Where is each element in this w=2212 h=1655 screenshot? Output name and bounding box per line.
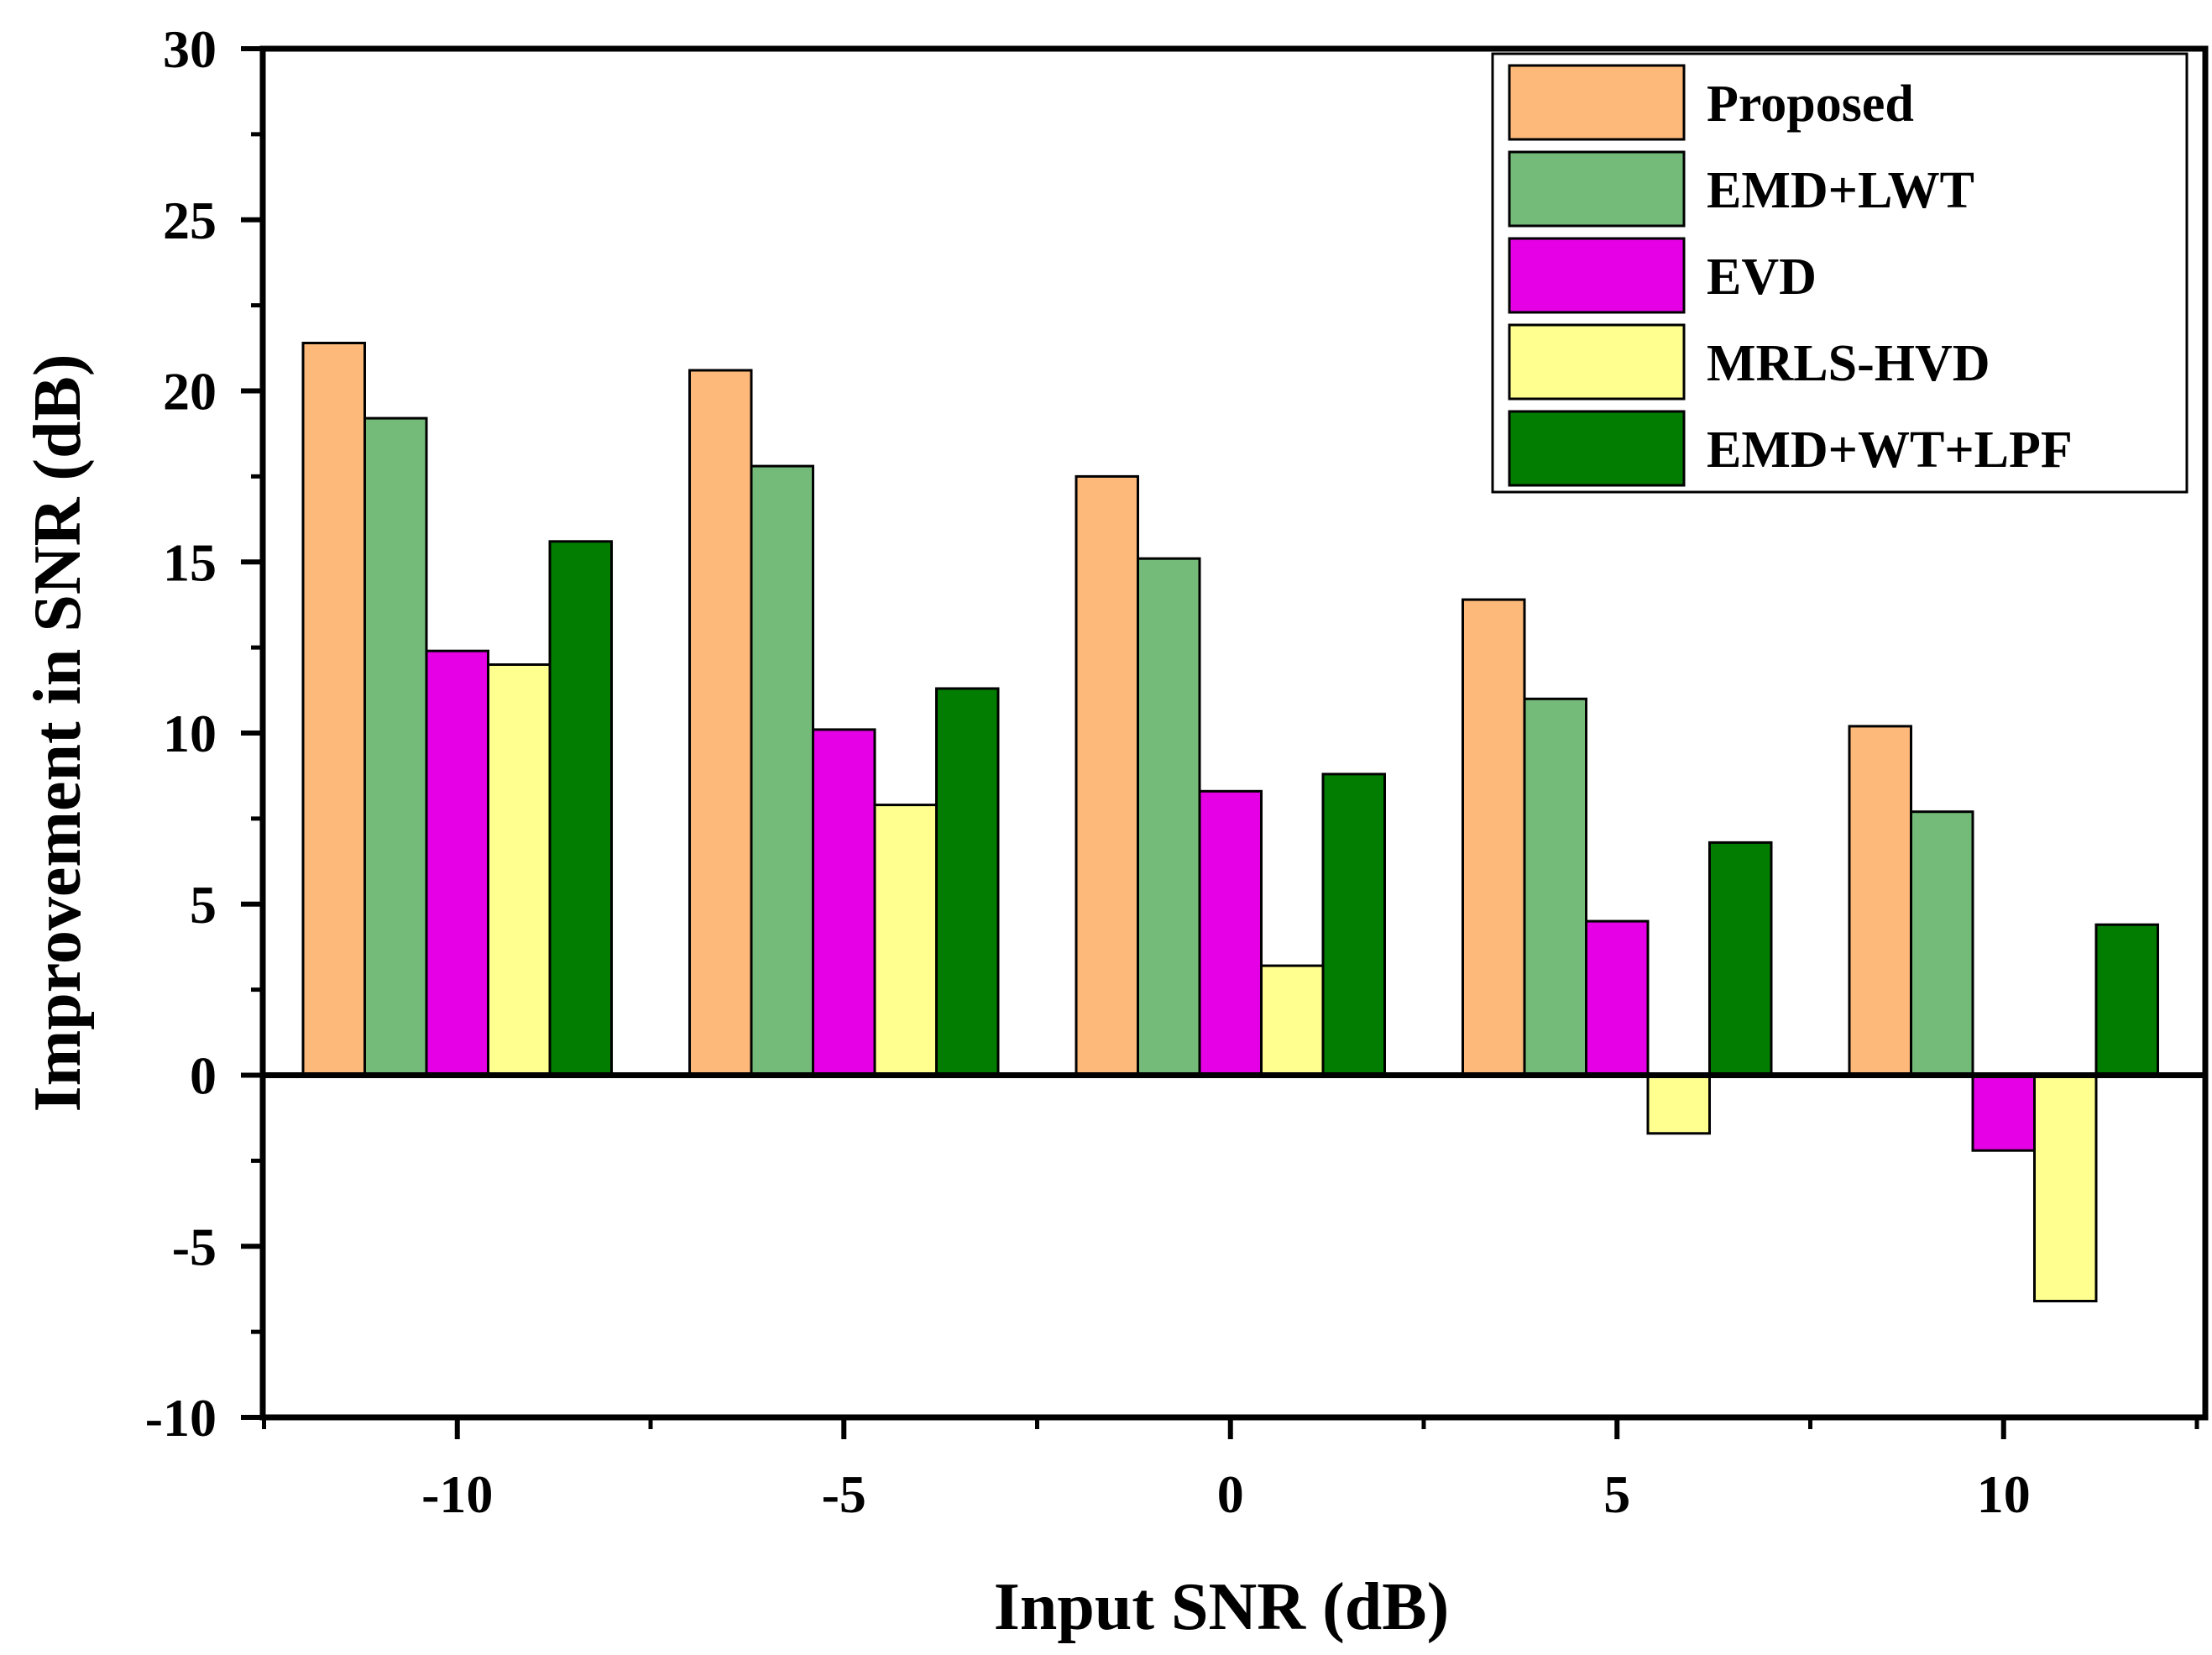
bar-evd-5 (1585, 919, 1650, 1076)
legend: Proposed EMD+LWT EVD MRLS-HVD EMD+WT+LPF (1491, 52, 2188, 494)
bar-emd-lwt-10 (1910, 810, 1974, 1076)
bar-mrls-hvd-10 (2033, 1074, 2098, 1302)
bar-evd-10 (1971, 1074, 2036, 1152)
bar-emd-wt-lpf--10 (548, 540, 613, 1076)
bar-mrls-hvd-5 (1646, 1074, 1711, 1135)
bars-layer (301, 342, 2159, 1302)
bar-proposed--5 (688, 369, 753, 1076)
y-tick-label: 10 (163, 704, 217, 763)
bar-mrls-hvd--10 (487, 663, 552, 1076)
legend-swatch-evd (1508, 237, 1686, 314)
bar-evd--10 (425, 649, 489, 1076)
y-tick-label: 30 (163, 19, 217, 79)
legend-swatch-proposed (1508, 64, 1686, 141)
y-tick-label: 20 (163, 362, 217, 422)
y-tick-label: -10 (145, 1388, 217, 1448)
bar-emd-lwt--10 (363, 416, 428, 1077)
bar-proposed--10 (301, 342, 366, 1076)
bar-emd-wt-lpf-10 (2094, 923, 2159, 1076)
x-tick-label: 0 (1217, 1464, 1244, 1524)
bar-proposed-10 (1848, 725, 1912, 1077)
legend-label-proposed: Proposed (1707, 76, 1914, 133)
y-axis-title: Improvement in SNR (dB) (21, 354, 95, 1112)
x-axis-title: Input SNR (dB) (994, 1570, 1449, 1644)
legend-swatch-mrls-hvd (1508, 323, 1686, 401)
bar-proposed-0 (1075, 474, 1139, 1076)
bar-emd-lwt-0 (1137, 557, 1201, 1076)
y-tick-label: 25 (163, 191, 217, 250)
y-tick-label: 15 (163, 532, 217, 592)
x-tick-label: 10 (1977, 1464, 2031, 1524)
bar-emd-wt-lpf--5 (935, 687, 1000, 1076)
y-axis: 30 25 20 15 10 5 0 -5 -10 (145, 19, 263, 1448)
x-tick-label: 5 (1603, 1464, 1630, 1524)
y-tick-label: 0 (190, 1046, 217, 1106)
legend-label-emd-wt-lpf: EMD+WT+LPF (1707, 422, 2073, 479)
legend-label-mrls-hvd: MRLS-HVD (1707, 335, 1990, 392)
legend-swatch-emd-wt-lpf (1508, 410, 1686, 487)
bar-proposed-5 (1462, 598, 1526, 1076)
y-tick-label: 5 (190, 875, 217, 935)
legend-label-evd: EVD (1707, 249, 1817, 306)
x-tick-label: -10 (421, 1464, 493, 1524)
bar-emd-wt-lpf-0 (1321, 773, 1386, 1077)
x-axis: -10 -5 0 5 10 (262, 1417, 2199, 1524)
bar-emd-lwt-5 (1523, 697, 1587, 1077)
bar-evd-0 (1198, 789, 1263, 1076)
bar-mrls-hvd-0 (1260, 964, 1325, 1076)
bar-emd-lwt--5 (750, 464, 814, 1076)
legend-swatch-emd-lwt (1508, 150, 1686, 228)
y-tick-label: -5 (172, 1217, 217, 1276)
bar-evd--5 (812, 728, 876, 1077)
bar-emd-wt-lpf-5 (1708, 841, 1773, 1077)
x-tick-label: -5 (822, 1464, 866, 1524)
bar-mrls-hvd--5 (873, 804, 938, 1076)
legend-label-emd-lwt: EMD+LWT (1707, 162, 1974, 219)
